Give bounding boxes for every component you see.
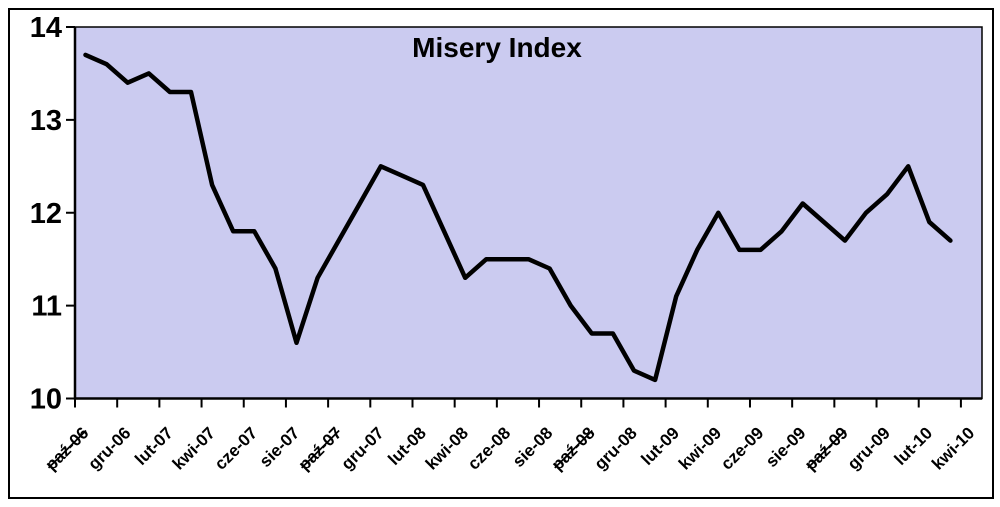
chart-border: [8, 8, 994, 499]
x-axis-label: cze-07: [211, 423, 261, 473]
y-axis-label: 12: [30, 198, 62, 230]
chart-title: Misery Index: [412, 32, 582, 63]
x-axis-label: sie-09: [762, 423, 810, 471]
data-line: [83, 52, 953, 383]
data-series: [83, 52, 953, 383]
x-axis-label: sie-07: [256, 423, 304, 471]
x-axis-label: sie-08: [509, 423, 557, 471]
x-axis-label: gru-08: [591, 423, 641, 473]
x-axis-label: paź-06: [42, 423, 93, 474]
y-axis-label: 14: [30, 12, 62, 44]
axis-ticks: [66, 26, 962, 408]
x-axis-label: cze-09: [717, 423, 767, 473]
plot-area: [74, 26, 983, 400]
x-axis-label: kwi-08: [422, 423, 472, 473]
x-axis-label: kwi-10: [928, 423, 978, 473]
y-axis-label: 11: [31, 291, 62, 323]
x-axis-label: kwi-09: [675, 423, 725, 473]
x-axis-label: cze-08: [464, 423, 514, 473]
y-axis-label: 13: [30, 105, 62, 137]
y-axis-label: 10: [30, 384, 62, 416]
axes: [73, 27, 982, 400]
x-axis-label: paź-09: [801, 423, 852, 474]
x-axis-label: gru-06: [84, 423, 134, 473]
x-axis-label: gru-07: [337, 423, 387, 473]
x-axis-label: gru-09: [844, 423, 894, 473]
x-axis-label: kwi-07: [169, 423, 219, 473]
x-axis-label: paź-08: [548, 423, 599, 474]
x-axis-label: paź-07: [295, 423, 346, 474]
